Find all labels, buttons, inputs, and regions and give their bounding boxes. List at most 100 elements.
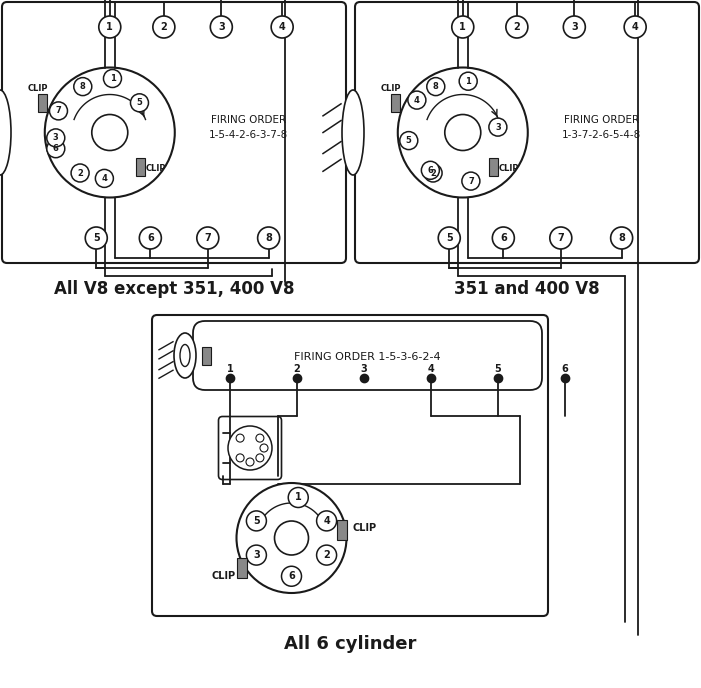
Circle shape	[246, 458, 254, 466]
Text: 8: 8	[618, 233, 625, 243]
Circle shape	[462, 172, 480, 190]
Circle shape	[424, 164, 442, 182]
Text: 4: 4	[323, 516, 330, 526]
Text: 4: 4	[428, 364, 435, 374]
Circle shape	[104, 69, 121, 87]
Circle shape	[47, 140, 64, 158]
Text: 3: 3	[360, 364, 367, 374]
Text: 7: 7	[55, 107, 62, 116]
Text: 351 and 400 V8: 351 and 400 V8	[454, 280, 600, 298]
Circle shape	[86, 227, 107, 249]
Bar	[201, 347, 210, 365]
FancyBboxPatch shape	[355, 2, 699, 263]
Bar	[336, 520, 346, 540]
Text: 7: 7	[205, 233, 211, 243]
Text: 1: 1	[465, 76, 471, 86]
Circle shape	[451, 16, 474, 38]
Text: 8: 8	[80, 82, 86, 91]
Circle shape	[492, 227, 515, 249]
Circle shape	[139, 227, 161, 249]
Circle shape	[317, 545, 336, 565]
Text: 7: 7	[468, 177, 474, 186]
Text: 2: 2	[77, 169, 83, 178]
Text: FIRING ORDER
1-3-7-2-6-5-4-8: FIRING ORDER 1-3-7-2-6-5-4-8	[562, 115, 641, 140]
FancyBboxPatch shape	[193, 321, 542, 390]
Circle shape	[271, 16, 293, 38]
FancyBboxPatch shape	[152, 315, 548, 616]
Circle shape	[256, 434, 264, 442]
Bar	[39, 94, 47, 111]
Text: 8: 8	[265, 233, 272, 243]
Bar	[135, 158, 144, 175]
Bar	[236, 558, 247, 578]
Circle shape	[564, 16, 585, 38]
Circle shape	[50, 102, 67, 120]
Ellipse shape	[342, 90, 364, 175]
Text: 2: 2	[430, 169, 436, 178]
Text: 3: 3	[218, 22, 225, 32]
Circle shape	[210, 16, 232, 38]
Text: 2: 2	[161, 22, 168, 32]
Text: 4: 4	[632, 22, 639, 32]
Text: 6: 6	[53, 144, 59, 153]
Circle shape	[260, 444, 268, 452]
Circle shape	[611, 227, 632, 249]
Circle shape	[228, 426, 272, 470]
Circle shape	[489, 118, 507, 136]
Text: 6: 6	[147, 233, 154, 243]
Text: 2: 2	[514, 22, 520, 32]
Circle shape	[47, 129, 64, 147]
Circle shape	[438, 227, 461, 249]
Bar	[391, 94, 400, 111]
Text: 1: 1	[295, 493, 301, 502]
Text: 1: 1	[459, 22, 466, 32]
Circle shape	[624, 16, 646, 38]
Circle shape	[427, 78, 444, 96]
Circle shape	[74, 78, 92, 96]
Circle shape	[95, 169, 114, 187]
Text: 5: 5	[495, 364, 501, 374]
Circle shape	[130, 94, 149, 111]
Circle shape	[506, 16, 528, 38]
Circle shape	[258, 227, 280, 249]
Circle shape	[45, 67, 175, 197]
Text: 1: 1	[226, 364, 233, 374]
Circle shape	[397, 67, 528, 197]
FancyBboxPatch shape	[2, 2, 346, 263]
Circle shape	[246, 511, 266, 531]
Ellipse shape	[0, 90, 11, 175]
Text: CLIP: CLIP	[212, 571, 236, 581]
Text: 4: 4	[414, 96, 420, 105]
Text: 6: 6	[428, 166, 433, 175]
Circle shape	[317, 511, 336, 531]
Text: 2: 2	[294, 364, 300, 374]
Text: 3: 3	[53, 133, 59, 142]
Circle shape	[92, 114, 128, 151]
Circle shape	[99, 16, 121, 38]
Circle shape	[400, 131, 418, 149]
Bar	[489, 158, 498, 175]
Circle shape	[71, 164, 89, 182]
Text: 1: 1	[109, 74, 116, 83]
Text: 6: 6	[288, 571, 295, 581]
Circle shape	[246, 545, 266, 565]
Text: 5: 5	[137, 98, 142, 107]
Circle shape	[153, 16, 175, 38]
Text: 3: 3	[571, 22, 578, 32]
Circle shape	[275, 521, 308, 555]
Circle shape	[236, 454, 244, 462]
Text: 2: 2	[323, 550, 330, 560]
Circle shape	[421, 161, 440, 180]
Circle shape	[444, 114, 481, 151]
Text: CLIP: CLIP	[146, 164, 167, 173]
Text: All V8 except 351, 400 V8: All V8 except 351, 400 V8	[54, 280, 294, 298]
Text: CLIP: CLIP	[28, 84, 48, 93]
Circle shape	[256, 454, 264, 462]
Text: 4: 4	[102, 174, 107, 183]
Circle shape	[459, 72, 477, 90]
Text: 3: 3	[495, 122, 501, 131]
Text: 1: 1	[107, 22, 113, 32]
Text: 5: 5	[253, 516, 260, 526]
Text: 6: 6	[562, 364, 569, 374]
Text: 5: 5	[446, 233, 453, 243]
